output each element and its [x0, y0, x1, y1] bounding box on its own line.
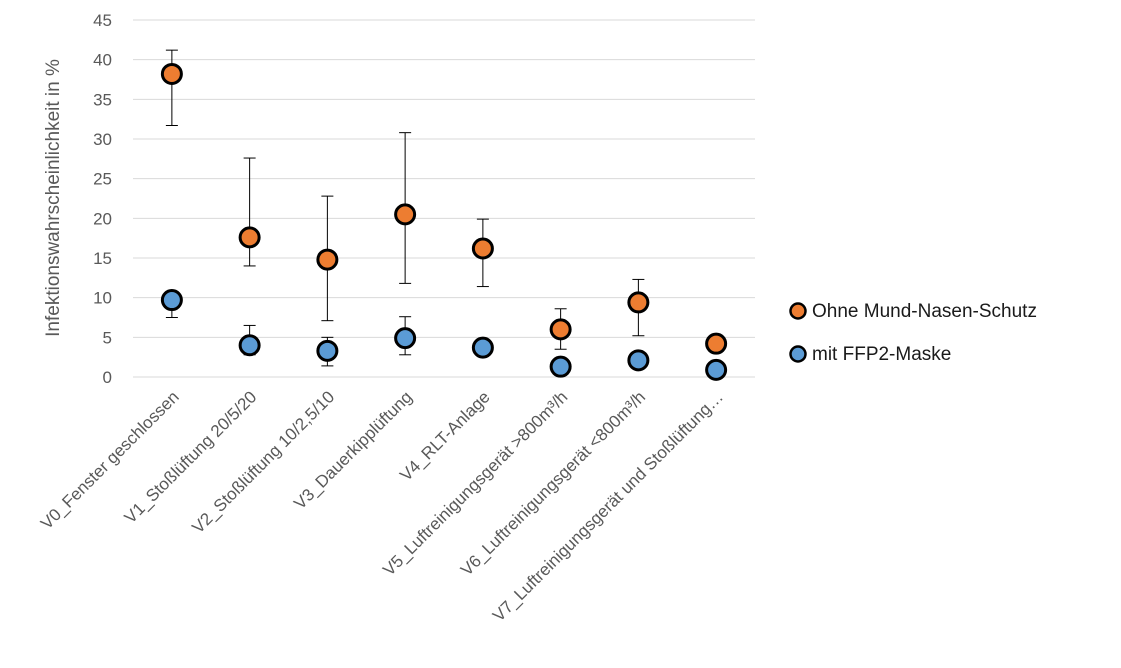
legend-marker: [789, 345, 807, 363]
point-ffp2: [471, 336, 494, 359]
point-ohne-mns: [549, 318, 572, 341]
y-tick-label: 15: [93, 249, 112, 268]
gridlines: [133, 19, 755, 378]
point-ffp2: [705, 358, 728, 381]
point-ffp2: [316, 339, 339, 362]
error-bars: [165, 49, 645, 367]
legend-label: Ohne Mund-Nasen-Schutz: [812, 301, 1037, 322]
point-ffp2: [627, 349, 650, 372]
x-tick-label: V1_Stoßlüftung 20/5/20: [121, 387, 261, 527]
y-tick-label: 35: [93, 90, 112, 109]
y-tick-label: 20: [93, 209, 112, 228]
point-ohne-mns: [316, 248, 339, 271]
point-ohne-mns: [705, 332, 728, 355]
x-tick-label: V2_Stoßlüftung 10/2,5/10: [188, 387, 338, 537]
y-tick-label: 10: [93, 289, 112, 308]
y-tick-label: 5: [103, 328, 112, 347]
point-ffp2: [238, 334, 261, 357]
y-tick-label: 30: [93, 130, 112, 149]
y-tick-label: 25: [93, 170, 112, 189]
y-tick-label: 40: [93, 51, 112, 70]
y-axis-ticks: 0 5 10 15 20 25 30 35 40 45: [93, 11, 112, 387]
point-ohne-mns: [160, 62, 183, 85]
y-tick-label: 0: [103, 368, 112, 387]
x-tick-label: V0_Fenster geschlossen: [37, 387, 183, 533]
legend: Ohne Mund-Nasen-Schutz mit FFP2-Maske: [789, 301, 1037, 365]
point-ohne-mns: [394, 203, 417, 226]
data-points: [160, 62, 728, 381]
legend-label: mit FFP2-Maske: [812, 344, 951, 365]
point-ohne-mns: [627, 291, 650, 314]
legend-marker: [789, 302, 807, 320]
y-tick-label: 45: [93, 11, 112, 30]
point-ffp2: [549, 355, 572, 378]
point-ohne-mns: [471, 237, 494, 260]
point-ffp2: [394, 327, 417, 350]
y-axis-label: Infektionswahrscheinlichkeit in %: [43, 59, 64, 337]
point-ffp2: [160, 289, 183, 312]
point-ohne-mns: [238, 226, 261, 249]
